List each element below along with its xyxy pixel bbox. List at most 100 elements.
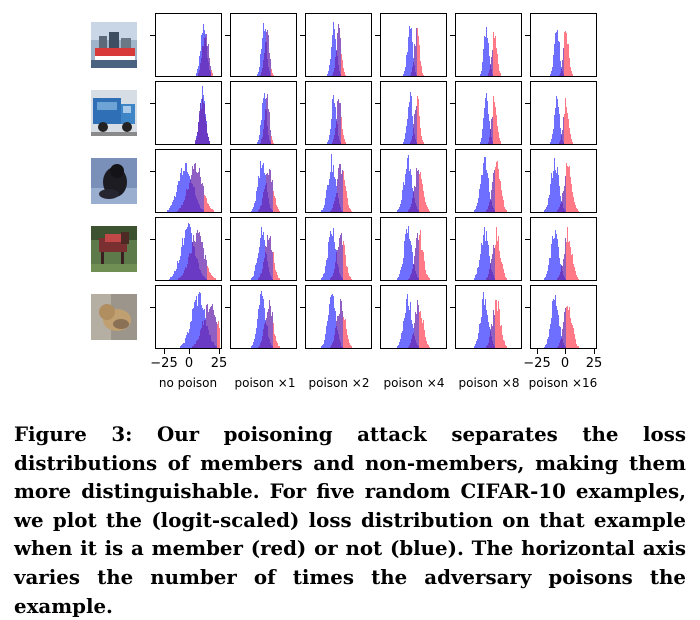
non-member-bar	[486, 93, 487, 144]
member-bar	[181, 276, 182, 280]
non-member-bar	[544, 210, 545, 212]
non-member-bar	[557, 167, 558, 212]
member-bar	[213, 210, 214, 212]
member-bar	[574, 334, 575, 348]
non-member-bar	[488, 245, 489, 280]
non-member-bar	[489, 121, 490, 144]
member-bar	[275, 336, 276, 348]
non-member-bar	[261, 291, 262, 348]
non-member-bar	[551, 173, 552, 212]
non-member-bar	[186, 229, 187, 280]
non-member-bar	[168, 210, 169, 212]
member-bar	[278, 209, 279, 212]
non-member-bar	[402, 190, 403, 212]
member-bar	[559, 275, 560, 280]
non-member-bar	[323, 274, 324, 280]
non-member-bar	[260, 161, 261, 212]
non-member-bar	[329, 179, 330, 212]
member-bar	[204, 259, 205, 280]
member-bar	[209, 58, 210, 76]
member-bar	[330, 211, 331, 212]
non-member-bar	[182, 175, 183, 212]
non-member-bar	[200, 293, 201, 348]
member-bar	[262, 269, 263, 280]
histogram-plot	[321, 228, 352, 280]
non-member-bar	[405, 67, 406, 76]
y-tick	[525, 239, 530, 240]
member-bar	[182, 205, 183, 212]
member-bar	[429, 278, 430, 280]
non-member-bar	[257, 187, 258, 212]
non-member-bar	[398, 277, 399, 280]
member-bar	[272, 252, 273, 280]
member-bar	[573, 328, 574, 348]
member-bar	[503, 340, 504, 348]
non-member-bar	[544, 347, 545, 348]
non-member-bar	[548, 337, 549, 348]
member-bar	[210, 307, 211, 348]
non-member-bar	[201, 305, 202, 348]
non-member-bar	[333, 296, 334, 348]
member-bar	[408, 210, 409, 212]
histogram-panel	[380, 149, 447, 213]
non-member-bar	[483, 163, 484, 212]
member-bar	[424, 261, 425, 280]
member-bar	[570, 177, 571, 212]
y-tick	[450, 35, 455, 36]
member-bar	[260, 143, 261, 144]
member-bar	[488, 73, 489, 76]
non-member-bar	[257, 258, 258, 280]
member-bar	[557, 210, 558, 212]
member-bar	[274, 334, 275, 348]
member-bar	[489, 70, 490, 76]
member-bar	[262, 198, 263, 212]
member-bar	[204, 38, 205, 76]
member-bar	[409, 278, 410, 280]
member-bar	[427, 207, 428, 212]
histogram-plot	[321, 154, 352, 212]
column-label-poison-x16: poison ×16	[528, 376, 598, 390]
non-member-bar	[411, 245, 412, 280]
member-bar	[202, 46, 203, 76]
member-bar	[505, 277, 506, 280]
member-bar	[271, 250, 272, 280]
member-bar	[428, 345, 429, 348]
non-member-bar	[558, 175, 559, 212]
member-bar	[487, 277, 488, 280]
non-member-bar	[485, 299, 486, 348]
non-member-bar	[330, 172, 331, 212]
non-member-bar	[186, 335, 187, 348]
member-bar	[209, 272, 210, 280]
member-bar	[417, 171, 418, 212]
member-bar	[215, 278, 216, 280]
non-member-bar	[170, 277, 171, 280]
non-member-bar	[180, 173, 181, 212]
non-member-bar	[262, 103, 263, 144]
non-member-bar	[550, 324, 551, 348]
non-member-bar	[478, 198, 479, 212]
non-member-bar	[487, 38, 488, 76]
member-bar	[335, 57, 336, 76]
non-member-bar	[485, 241, 486, 280]
member-bar	[338, 168, 339, 212]
member-bar	[196, 233, 197, 280]
member-bar	[271, 316, 272, 348]
non-member-bar	[407, 294, 408, 348]
non-member-bar	[403, 321, 404, 348]
x-tick	[537, 349, 538, 354]
non-member-bar	[550, 142, 551, 144]
member-bar	[409, 209, 410, 212]
non-member-bar	[556, 306, 557, 348]
non-member-bar	[551, 139, 552, 144]
non-member-bar	[411, 96, 412, 144]
non-member-bar	[407, 233, 408, 280]
member-bar	[500, 73, 501, 76]
non-member-bar	[328, 185, 329, 212]
member-bar	[195, 344, 196, 348]
non-member-bar	[176, 192, 177, 212]
member-bar	[343, 135, 344, 144]
member-bar	[201, 184, 202, 212]
member-bar	[267, 94, 268, 144]
non-member-bar	[176, 269, 177, 280]
member-bar	[414, 44, 415, 76]
